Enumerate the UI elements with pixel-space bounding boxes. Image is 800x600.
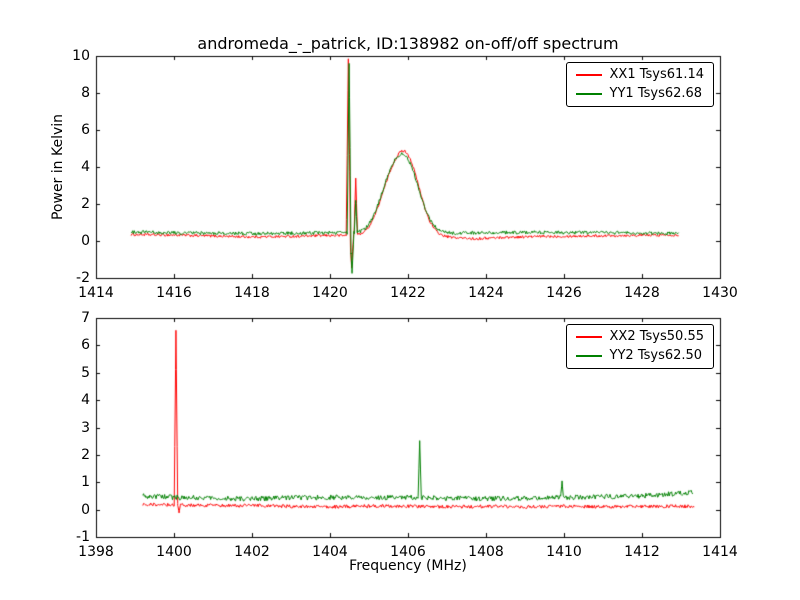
y-tick-label: -2 bbox=[76, 270, 90, 286]
y-tick-label: 3 bbox=[81, 419, 90, 436]
y-tick-label: 2 bbox=[81, 446, 90, 463]
x-tick-label: 1408 bbox=[468, 544, 504, 560]
legend-top-subplot: XX1 Tsys61.14 YY1 Tsys62.68 bbox=[565, 62, 714, 107]
y-tick-label: 6 bbox=[81, 122, 90, 138]
y-tick-label: 10 bbox=[72, 48, 90, 64]
legend-label: XX2 Tsys50.55 bbox=[609, 329, 704, 344]
y-tick-label: -1 bbox=[76, 529, 90, 545]
legend-line-swatch bbox=[575, 74, 602, 76]
y-tick-label: 0 bbox=[81, 501, 90, 518]
y-tick-label: 5 bbox=[81, 364, 90, 381]
legend-line-swatch bbox=[575, 93, 602, 95]
x-tick-label: 1424 bbox=[468, 285, 504, 301]
x-tick-label: 1430 bbox=[702, 285, 738, 301]
legend-line-swatch bbox=[575, 336, 602, 338]
y-tick-label: 4 bbox=[81, 392, 90, 409]
y-tick-label: 7 bbox=[81, 310, 90, 326]
legend-label: XX1 Tsys61.14 bbox=[609, 67, 704, 82]
x-tick-label: 1400 bbox=[156, 544, 192, 560]
x-tick-label: 1414 bbox=[702, 544, 738, 560]
x-tick-label: 1422 bbox=[390, 285, 426, 301]
x-tick-label: 1416 bbox=[156, 285, 192, 301]
legend-item: YY1 Tsys62.68 bbox=[575, 86, 704, 101]
legend-label: YY1 Tsys62.68 bbox=[609, 86, 703, 101]
x-axis-label: Frequency (MHz) bbox=[349, 558, 467, 574]
x-tick-label: 1398 bbox=[78, 544, 114, 560]
y-tick-label: 0 bbox=[81, 233, 90, 249]
x-tick-label: 1426 bbox=[546, 285, 582, 301]
x-tick-label: 1428 bbox=[624, 285, 660, 301]
x-tick-label: 1404 bbox=[312, 544, 348, 560]
legend-label: YY2 Tsys62.50 bbox=[609, 348, 703, 363]
x-tick-label: 1418 bbox=[234, 285, 270, 301]
x-tick-label: 1406 bbox=[390, 544, 426, 560]
y-tick-label: 2 bbox=[81, 196, 90, 212]
y-tick-label: 8 bbox=[81, 85, 90, 101]
legend-item: XX2 Tsys50.55 bbox=[575, 329, 704, 344]
x-tick-label: 1402 bbox=[234, 544, 270, 560]
legend-bottom-subplot: XX2 Tsys50.55 YY2 Tsys62.50 bbox=[565, 324, 714, 369]
y-tick-label: 4 bbox=[81, 159, 90, 175]
y-tick-label: 6 bbox=[81, 337, 90, 354]
x-tick-label: 1410 bbox=[546, 544, 582, 560]
x-tick-label: 1412 bbox=[624, 544, 660, 560]
y-tick-label: 1 bbox=[81, 474, 90, 491]
figure-title: andromeda_-_patrick, ID:138982 on-off/of… bbox=[197, 34, 619, 53]
legend-item: XX1 Tsys61.14 bbox=[575, 67, 704, 82]
legend-item: YY2 Tsys62.50 bbox=[575, 348, 704, 363]
legend-line-swatch bbox=[575, 355, 602, 357]
x-tick-label: 1414 bbox=[78, 285, 114, 301]
x-tick-label: 1420 bbox=[312, 285, 348, 301]
